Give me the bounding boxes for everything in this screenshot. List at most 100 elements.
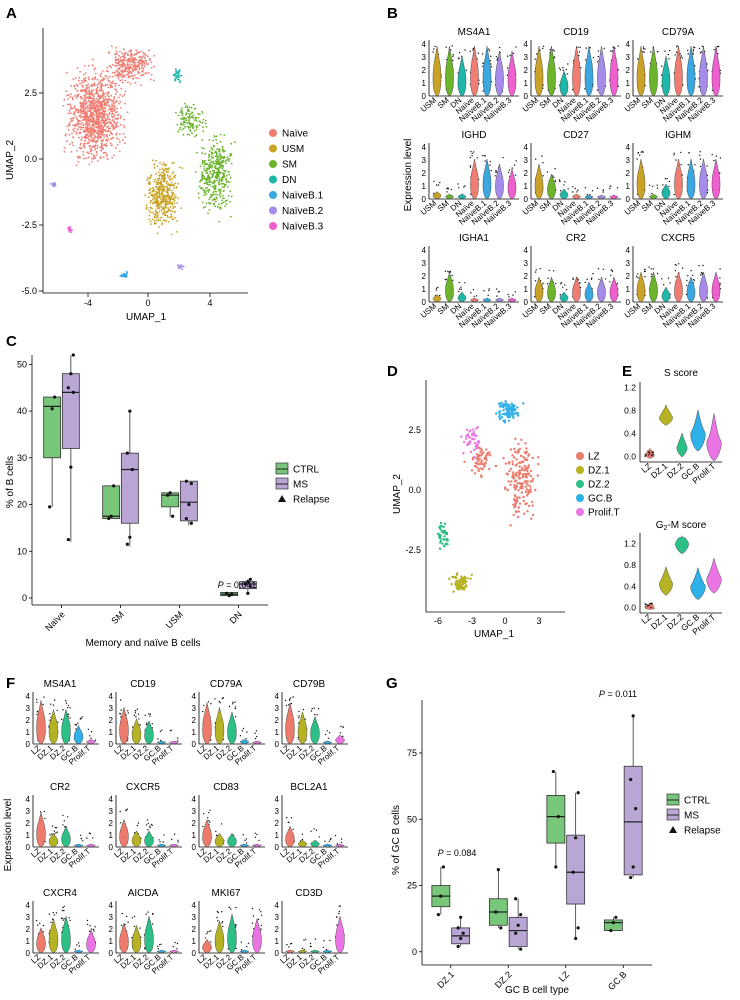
cell-dot <box>590 278 593 280</box>
umap-a-cell <box>151 190 154 193</box>
cell-dot <box>580 67 582 69</box>
cell-dot <box>208 820 210 822</box>
violin-LZ <box>202 818 212 848</box>
umap-a-cell <box>77 125 79 128</box>
cell-dot <box>221 697 224 700</box>
umap-a-cell <box>159 168 161 171</box>
umap-d-cell <box>439 537 442 540</box>
data-point <box>227 594 231 598</box>
umap-a-cell <box>165 185 168 188</box>
cell-dot <box>310 710 313 712</box>
cell-dot <box>437 184 440 186</box>
umap-d-cell <box>475 427 478 430</box>
umap-a-cell <box>66 140 68 143</box>
cell-dot <box>512 52 515 55</box>
cell-dot <box>292 696 294 698</box>
gene-title: AICDA <box>128 888 159 899</box>
xtick-label: Naïve <box>43 609 67 633</box>
cell-dot <box>450 188 452 191</box>
umap-d-cell <box>517 489 520 492</box>
umap-a-cell <box>135 53 138 56</box>
umap-a-cell <box>126 73 129 76</box>
umap-a-cell <box>204 122 207 125</box>
umap-a-cell <box>207 191 210 193</box>
umap-a-cell <box>156 207 159 210</box>
ytick-label: 0 <box>22 593 27 603</box>
umap-a-cell <box>141 56 144 59</box>
violin-NaïveB.3 <box>507 168 517 200</box>
umap-a-cell <box>90 102 93 105</box>
cell-dot <box>145 824 148 826</box>
legend-d-swatch <box>576 466 584 474</box>
umap-a-cell <box>180 207 183 210</box>
cell-dot <box>254 732 256 734</box>
umap-a-cell <box>111 105 114 108</box>
umap-a-cell <box>82 157 85 160</box>
umap-a-cell <box>188 116 190 119</box>
cell-dot <box>652 451 654 453</box>
umap-d-cell <box>527 464 530 467</box>
umap-d-cell <box>463 586 466 589</box>
violin-NaïveB.2 <box>597 194 606 200</box>
umap-d-cell <box>531 500 534 504</box>
umap-a-cell <box>211 169 214 172</box>
cell-dot <box>673 152 675 154</box>
umap-d-cell <box>463 588 466 591</box>
umap-a-cell <box>156 232 159 235</box>
umap-d-cell <box>527 484 530 487</box>
umap-a-cell <box>94 67 96 69</box>
cell-dot <box>469 156 471 159</box>
umap-a-cell <box>111 103 113 105</box>
umap-a-cell <box>202 130 205 133</box>
umap-a-cell <box>84 77 87 79</box>
ytick-label: 3 <box>524 53 529 62</box>
data-point <box>187 502 191 507</box>
cell-dot <box>496 295 498 297</box>
umap-a-cell <box>154 185 157 188</box>
ytick-label: 0 <box>26 949 31 958</box>
umap-a-cell <box>216 148 219 151</box>
umap-d-cell <box>460 435 463 438</box>
ytick-label: 1 <box>626 182 631 191</box>
umap-a-cell <box>90 148 92 150</box>
cell-dot <box>716 46 719 48</box>
umap-a-cell <box>153 166 156 169</box>
cell-dot <box>644 48 646 50</box>
ytick-label: 1 <box>626 285 631 294</box>
umap-a-cell <box>150 194 153 197</box>
umap-a-cell <box>147 196 150 199</box>
umap-a-cell <box>80 138 83 141</box>
umap-a-cell <box>80 147 83 150</box>
umap-a-cell <box>88 110 91 113</box>
umap-d-cell <box>521 473 524 476</box>
umap-a-cell <box>204 119 207 122</box>
umap-d-cell <box>506 488 509 491</box>
cell-dot <box>542 47 544 50</box>
umap-a-cell <box>206 187 209 189</box>
cell-dot <box>718 45 720 48</box>
violin-DZ.1 <box>297 839 308 848</box>
umap-a-cell <box>94 148 96 151</box>
umap-a-cell <box>159 203 161 205</box>
ytick-label: 4 <box>192 692 197 701</box>
ytick-label: 0.0 <box>624 451 636 461</box>
umap-a-cell <box>135 76 138 79</box>
ytick-label: 3 <box>275 807 280 816</box>
umap-a-cell <box>95 97 97 100</box>
umap-a-cell <box>99 100 102 103</box>
umap-d-cell <box>514 408 517 412</box>
cell-dot <box>636 158 638 160</box>
cell-dot <box>591 190 594 192</box>
umap-a-cell <box>75 131 78 134</box>
umap-d-cell <box>510 402 513 405</box>
umap-d-cell <box>512 404 515 407</box>
umap-a-cell <box>164 194 167 197</box>
legend-a-swatch <box>269 144 277 153</box>
cell-dot <box>635 275 638 278</box>
cell-dot <box>433 180 435 182</box>
cell-dot <box>89 735 91 737</box>
umap-a-cell <box>114 65 116 67</box>
violin-USM <box>534 276 544 303</box>
umap-a-cell <box>87 118 90 120</box>
